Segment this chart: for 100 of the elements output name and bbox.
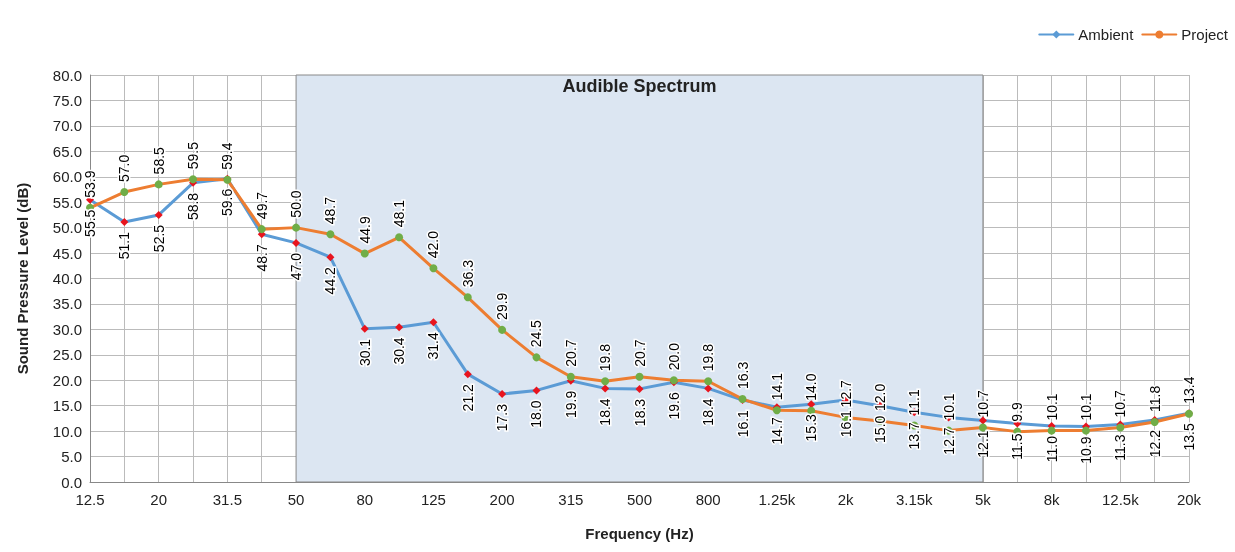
x-tick-label: 8k: [1043, 491, 1061, 508]
point: [292, 223, 301, 232]
y-tick-label: 15.0: [52, 397, 82, 415]
y-tick-label: 30.0: [52, 320, 82, 338]
point: [292, 238, 301, 247]
x-axis-title: Frequency (Hz): [585, 525, 694, 542]
data-label: 14.1: [768, 372, 785, 401]
x-tick-label: 31.5: [212, 491, 242, 508]
data-label: 50.0: [288, 190, 305, 218]
x-tick-label: 20k: [1176, 491, 1202, 508]
data-label: 13.7: [906, 422, 923, 450]
y-tick-label: 35.0: [52, 295, 82, 313]
data-label: 13.5: [1181, 423, 1197, 451]
point: [120, 188, 129, 197]
x-tick-label: 1.25k: [758, 491, 796, 508]
data-label: 19.6: [665, 392, 682, 420]
x-tick-label: 2k: [837, 491, 854, 508]
x-tick-label: 500: [626, 491, 653, 508]
y-tick-label: 70.0: [52, 117, 82, 135]
data-label: 17.3: [494, 403, 511, 432]
point: [154, 180, 163, 189]
x-tick-label: 5k: [975, 491, 992, 508]
point: [635, 384, 644, 393]
data-label: 10.1: [1043, 393, 1060, 421]
data-label: 31.4: [425, 332, 442, 360]
x-tick-label: 3.15k: [895, 491, 934, 508]
data-label: 16.1: [837, 409, 854, 438]
point: [601, 377, 610, 386]
data-label: 10.7: [1112, 390, 1129, 418]
point: [429, 264, 438, 273]
point: [704, 384, 713, 393]
point: [326, 230, 335, 239]
data-label: 14.7: [768, 417, 785, 445]
data-label: 42.0: [425, 230, 442, 259]
point: [463, 370, 472, 379]
data-label: 30.4: [391, 337, 408, 365]
data-label: 15.3: [803, 413, 820, 442]
x-tick-label: 800: [695, 491, 721, 508]
data-label: 10.9: [1077, 436, 1094, 464]
data-label: 19.9: [562, 390, 579, 419]
data-label: 10.1: [940, 393, 957, 421]
point: [635, 372, 644, 381]
x-tick-label: 125: [420, 491, 446, 508]
data-label: 18.3: [631, 398, 648, 427]
point: [395, 233, 404, 242]
point: [120, 218, 129, 227]
data-label: 21.2: [459, 383, 476, 412]
band-label: Audible Spectrum: [562, 75, 717, 96]
y-tick-label: 75.0: [52, 91, 82, 109]
y-axis-title: Sound Pressure Level (dB): [14, 182, 31, 375]
point: [326, 253, 335, 262]
data-label: 48.1: [391, 199, 408, 228]
data-label: 59.5: [185, 141, 202, 170]
point: [1047, 426, 1056, 435]
point: [498, 325, 507, 334]
point: [463, 293, 472, 302]
point: [601, 384, 610, 393]
data-label: 48.7: [253, 244, 270, 272]
data-label: 55.5: [82, 209, 98, 237]
data-label: 10.1: [1077, 393, 1094, 421]
y-tick-label: 45.0: [52, 244, 82, 262]
data-label: 13.4: [1181, 376, 1197, 404]
point: [532, 386, 541, 395]
data-label: 12.7: [837, 379, 854, 408]
point: [395, 323, 404, 332]
x-tick-label: 200: [489, 491, 515, 508]
data-label: 51.1: [116, 231, 133, 260]
data-label: 49.7: [253, 191, 270, 220]
data-label: 16.1: [734, 409, 751, 438]
data-label: 44.9: [356, 216, 373, 244]
data-label: 29.9: [494, 292, 511, 320]
data-label: 20.7: [562, 339, 579, 367]
x-tick-label: 20: [150, 491, 168, 508]
y-tick-label: 25.0: [52, 346, 82, 364]
y-tick-label: 10.0: [52, 422, 82, 440]
data-label: 12.0: [871, 383, 888, 411]
data-label: 9.9: [1009, 401, 1026, 422]
data-label: 58.5: [150, 146, 167, 175]
point: [429, 318, 438, 327]
data-label: 19.8: [700, 343, 717, 372]
x-tick-label: 80: [356, 491, 374, 508]
y-tick-label: 20.0: [52, 371, 82, 389]
point: [360, 249, 369, 258]
y-tick-label: 0.0: [61, 473, 82, 491]
data-label: 18.4: [700, 398, 717, 426]
data-label: 14.0: [803, 373, 820, 401]
y-tick-label: 80.0: [52, 66, 82, 84]
data-label: 57.0: [116, 154, 133, 183]
data-label: 11.1: [906, 389, 923, 416]
data-label: 11.3: [1112, 434, 1129, 461]
y-tick-label: 65.0: [52, 142, 82, 160]
x-tick-label: 50: [287, 491, 305, 508]
data-label: 58.8: [185, 192, 202, 221]
data-label: 24.5: [528, 319, 545, 348]
data-label: 59.6: [219, 188, 236, 217]
data-label: 11.5: [1009, 433, 1026, 460]
legend-label: Ambient: [1078, 26, 1135, 43]
data-label: 20.7: [631, 339, 648, 367]
legend-label: Project: [1181, 26, 1229, 43]
data-label: 19.8: [597, 343, 614, 372]
